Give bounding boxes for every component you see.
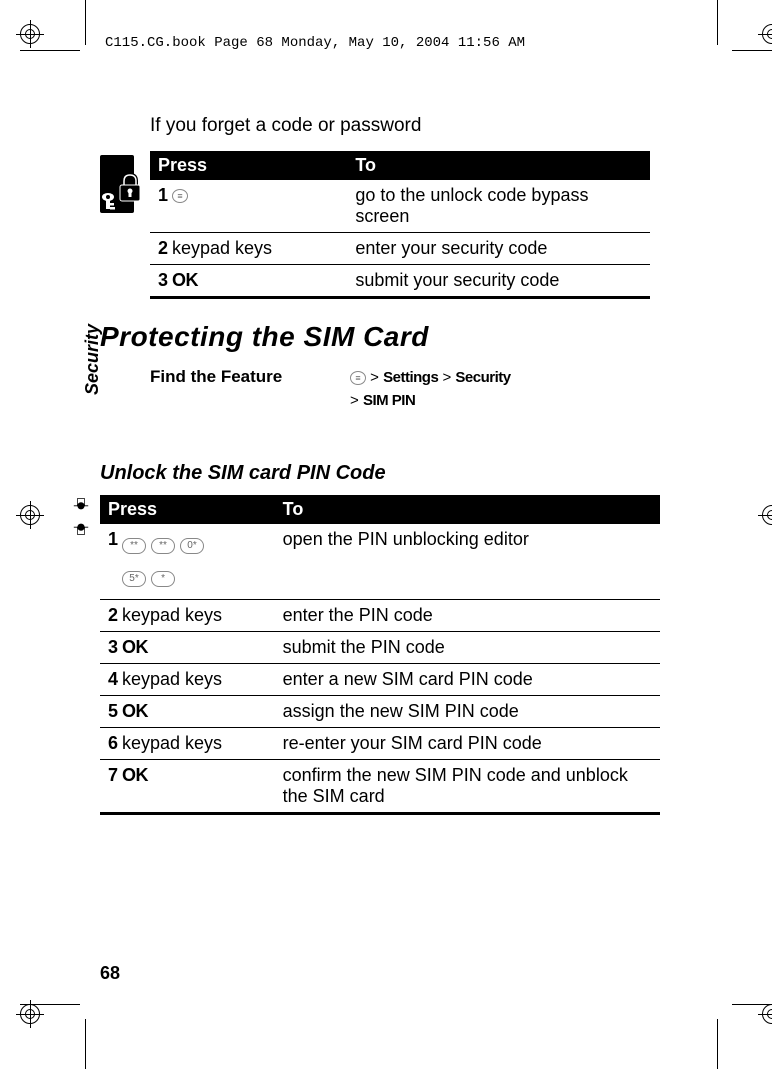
sidebar: Security xyxy=(100,155,144,215)
table-header-press: Press xyxy=(100,495,275,524)
to-cell: open the PIN unblocking editor xyxy=(275,524,660,599)
press-cell: OK xyxy=(122,759,275,813)
step-number: 2 xyxy=(150,233,172,265)
to-cell: enter a new SIM card PIN code xyxy=(275,663,660,695)
table-row: 6keypad keys re-enter your SIM card PIN c… xyxy=(100,727,660,759)
table-header-to: To xyxy=(347,151,650,180)
press-text: keypad keys xyxy=(122,605,222,625)
press-text: keypad keys xyxy=(122,733,222,753)
table-header-press: Press xyxy=(150,151,347,180)
step-number: 6 xyxy=(100,727,122,759)
press-text: keypad keys xyxy=(172,238,272,258)
table-row: 4keypad keys enter a new SIM card PIN cod… xyxy=(100,663,660,695)
heading-protecting-sim: Protecting the SIM Card xyxy=(100,321,712,353)
binding-mark xyxy=(72,495,90,513)
to-cell: enter the PIN code xyxy=(275,599,660,631)
press-cell: keypad keys xyxy=(122,599,275,631)
menu-key-icon: ≡ xyxy=(350,371,366,385)
table-row: 2keypad keys enter your security code xyxy=(150,233,650,265)
key-sequence: ** ** 0* 5* * xyxy=(122,529,267,594)
to-cell: submit the PIN code xyxy=(275,631,660,663)
ok-label: OK xyxy=(172,270,198,290)
step-number: 7 xyxy=(100,759,122,813)
table-row: 1≡ go to the unlock code bypass screen xyxy=(150,180,650,233)
find-feature-path: ≡ > Settings > Security > SIM PIN xyxy=(350,367,511,412)
find-feature-row: Find the Feature ≡ > Settings > Security… xyxy=(150,367,712,412)
table-row: 5OK assign the new SIM PIN code xyxy=(100,695,660,727)
press-cell: keypad keys xyxy=(122,727,275,759)
keypad-key-icon: ** xyxy=(151,538,175,554)
press-cell: OK xyxy=(172,265,347,298)
menu-key-icon: ≡ xyxy=(172,189,188,203)
page-number: 68 xyxy=(100,963,120,984)
intro-text: If you forget a code or password xyxy=(150,115,712,137)
keypad-key-icon: * xyxy=(151,571,175,587)
registration-mark xyxy=(762,505,772,525)
press-cell: keypad keys xyxy=(122,663,275,695)
press-cell: ≡ xyxy=(172,180,347,233)
table-row: 3OK submit your security code xyxy=(150,265,650,298)
to-cell: enter your security code xyxy=(347,233,650,265)
registration-mark xyxy=(20,1004,40,1024)
table-row: 1** ** 0* 5* * open the PIN unblocking e… xyxy=(100,524,660,599)
table-row: 2keypad keys enter the PIN code xyxy=(100,599,660,631)
step-number: 1 xyxy=(100,524,122,599)
to-cell: submit your security code xyxy=(347,265,650,298)
ok-label: OK xyxy=(122,701,148,721)
registration-mark xyxy=(20,24,40,44)
press-cell: OK xyxy=(122,631,275,663)
registration-mark xyxy=(762,1004,772,1024)
to-cell: go to the unlock code bypass screen xyxy=(347,180,650,233)
keypad-key-icon: 0* xyxy=(180,538,204,554)
press-cell: ** ** 0* 5* * xyxy=(122,524,275,599)
registration-mark xyxy=(20,505,40,525)
to-cell: confirm the new SIM PIN code and unblock… xyxy=(275,759,660,813)
step-number: 3 xyxy=(150,265,172,298)
table-row: 3OK submit the PIN code xyxy=(100,631,660,663)
ok-label: OK xyxy=(122,765,148,785)
table-header-to: To xyxy=(275,495,660,524)
lock-icon xyxy=(100,155,144,215)
press-cell: OK xyxy=(122,695,275,727)
heading-unlock-pin: Unlock the SIM card PIN Code xyxy=(100,462,712,485)
page-content: Security If you forget a code or passwor… xyxy=(100,115,712,994)
registration-mark xyxy=(762,24,772,44)
press-text: keypad keys xyxy=(122,669,222,689)
step-number: 1 xyxy=(150,180,172,233)
to-cell: re-enter your SIM card PIN code xyxy=(275,727,660,759)
step-number: 3 xyxy=(100,631,122,663)
step-number: 4 xyxy=(100,663,122,695)
step-number: 2 xyxy=(100,599,122,631)
to-cell: assign the new SIM PIN code xyxy=(275,695,660,727)
crop-mark xyxy=(692,25,752,85)
table-row: 7OK confirm the new SIM PIN code and unbl… xyxy=(100,759,660,813)
page-header-meta: C115.CG.book Page 68 Monday, May 10, 200… xyxy=(105,35,525,51)
unlock-pin-table: Press To 1** ** 0* 5* * open the PIN unb… xyxy=(100,495,660,815)
keypad-key-icon: 5* xyxy=(122,571,146,587)
bypass-code-table: Press To 1≡ go to the unlock code bypass … xyxy=(150,151,650,299)
binding-mark xyxy=(72,520,90,538)
step-number: 5 xyxy=(100,695,122,727)
ok-label: OK xyxy=(122,637,148,657)
section-tab-label: Security xyxy=(82,324,103,395)
crop-mark xyxy=(60,25,120,85)
press-cell: keypad keys xyxy=(172,233,347,265)
keypad-key-icon: ** xyxy=(122,538,146,554)
find-feature-label: Find the Feature xyxy=(150,367,350,387)
